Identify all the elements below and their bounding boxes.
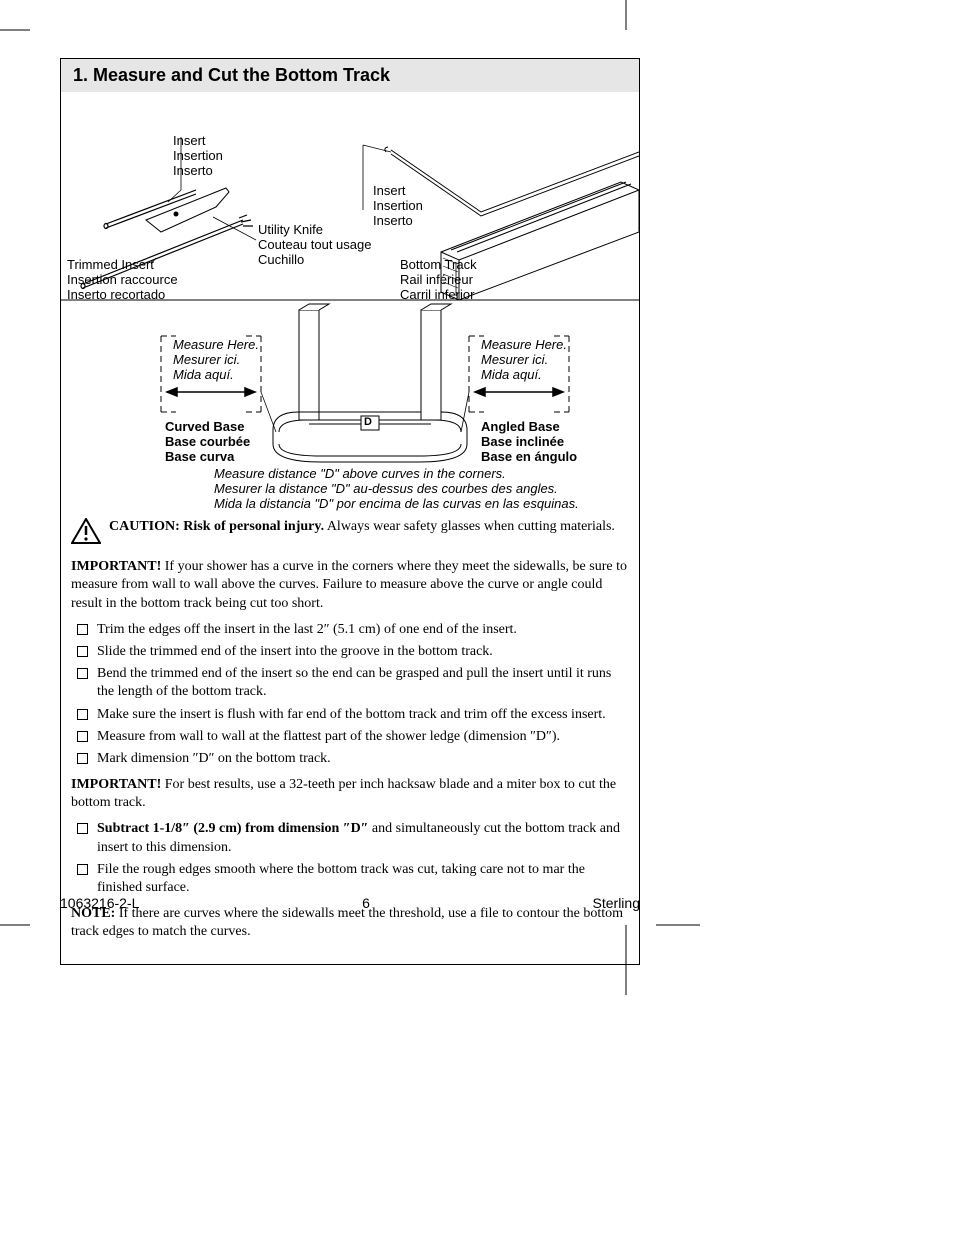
- list-item: Mark dimension ″D″ on the bottom track.: [71, 750, 629, 768]
- footer-left: 1063216-2-L: [60, 895, 139, 911]
- label-measure-here-left: Measure Here. Mesurer ici. Mida aquí.: [173, 338, 259, 383]
- list-item: Make sure the insert is flush with far e…: [71, 706, 629, 724]
- important-1: IMPORTANT! If your shower has a curve in…: [71, 558, 629, 613]
- steps-list-2: Subtract 1-1/8″ (2.9 cm) from dimension …: [71, 820, 629, 897]
- page: 1. Measure and Cut the Bottom Track: [0, 0, 954, 1235]
- diagram-area: Insert Insertion Inserto Utility Knife C…: [61, 92, 639, 512]
- label-insert-left: Insert Insertion Inserto: [173, 134, 223, 179]
- list-item: File the rough edges smooth where the bo…: [71, 861, 629, 897]
- warning-icon: [71, 518, 101, 550]
- label-utility-knife: Utility Knife Couteau tout usage Cuchill…: [258, 223, 371, 268]
- label-bottom-track: Bottom Track Rail inférieur Carril infer…: [400, 258, 477, 303]
- list-item: Measure from wall to wall at the flattes…: [71, 728, 629, 746]
- footer-right: Sterling: [593, 895, 640, 911]
- caution-text: CAUTION: Risk of personal injury. Always…: [109, 518, 615, 536]
- section-title: 1. Measure and Cut the Bottom Track: [61, 59, 639, 92]
- label-insert-right: Insert Insertion Inserto: [373, 184, 423, 229]
- list-item: Bend the trimmed end of the insert so th…: [71, 665, 629, 701]
- caution-row: CAUTION: Risk of personal injury. Always…: [71, 518, 629, 550]
- label-measure-here-right: Measure Here. Mesurer ici. Mida aquí.: [481, 338, 567, 383]
- label-measure-distance: Measure distance "D" above curves in the…: [214, 467, 579, 512]
- label-curved-base: Curved Base Base courbée Base curva: [165, 420, 250, 465]
- steps-list-1: Trim the edges off the insert in the las…: [71, 621, 629, 768]
- list-item: Trim the edges off the insert in the las…: [71, 621, 629, 639]
- important-2: IMPORTANT! For best results, use a 32-te…: [71, 776, 629, 812]
- page-footer: 1063216-2-L 6 Sterling: [60, 895, 640, 911]
- footer-center: 6: [362, 895, 370, 911]
- label-trimmed-insert: Trimmed Insert Insertion raccource Inser…: [67, 258, 178, 303]
- label-angled-base: Angled Base Base inclinée Base en ángulo: [481, 420, 577, 465]
- list-item: Slide the trimmed end of the insert into…: [71, 643, 629, 661]
- label-d: D: [364, 416, 372, 429]
- list-item: Subtract 1-1/8″ (2.9 cm) from dimension …: [71, 820, 629, 856]
- content-box: 1. Measure and Cut the Bottom Track: [60, 58, 640, 965]
